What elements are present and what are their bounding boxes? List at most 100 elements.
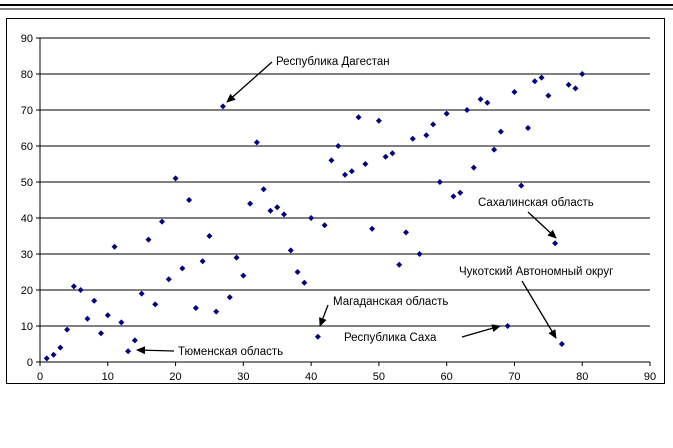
y-tick-label: 20: [21, 285, 33, 297]
data-point: [260, 186, 267, 193]
y-tick-label: 90: [21, 33, 33, 45]
data-point: [118, 319, 125, 326]
data-point: [579, 71, 586, 77]
data-point: [253, 139, 260, 146]
data-point: [165, 276, 172, 283]
y-tick-label: 80: [21, 69, 33, 81]
data-point: [287, 247, 294, 254]
data-point: [531, 78, 538, 85]
data-point: [43, 355, 50, 362]
y-tick-label: 40: [21, 213, 33, 225]
data-point: [104, 312, 111, 319]
x-tick-label: 90: [644, 371, 656, 383]
data-point: [511, 89, 518, 95]
data-point: [450, 193, 457, 200]
data-point: [572, 85, 579, 92]
data-point: [77, 287, 84, 293]
data-point: [301, 279, 308, 286]
data-point: [470, 164, 477, 171]
data-point: [199, 258, 206, 265]
data-point: [267, 207, 274, 214]
data-point: [240, 272, 247, 279]
data-point: [192, 305, 199, 311]
x-tick-label: 20: [169, 371, 181, 383]
data-point: [186, 197, 193, 203]
annotation-arrow: [226, 61, 273, 103]
y-tick-label: 70: [21, 105, 33, 117]
x-tick-label: 40: [305, 371, 317, 383]
data-point: [84, 315, 91, 322]
annotation-label: Республика Дагестан: [276, 56, 390, 68]
annotation-arrow: [136, 346, 175, 355]
y-tick-label: 10: [21, 321, 33, 333]
data-point: [491, 146, 498, 153]
data-point: [504, 323, 511, 329]
data-point: [518, 182, 525, 189]
data-point: [281, 211, 287, 218]
data-point: [423, 132, 430, 139]
data-point: [131, 337, 138, 344]
data-point: [369, 225, 376, 232]
data-point: [213, 308, 220, 315]
data-point: [403, 229, 409, 236]
annotations: Республика Дагестан Сахалинская область Чу…: [136, 56, 613, 358]
annotation-arrow: [461, 324, 501, 338]
data-point: [443, 110, 450, 117]
data-point: [91, 297, 98, 304]
data-point: [477, 96, 484, 103]
annotation-label: Республика Саха: [344, 332, 437, 344]
data-point: [172, 175, 179, 182]
gridlines: [40, 37, 650, 327]
annotation-arrow: [521, 280, 557, 339]
data-point: [362, 161, 369, 167]
data-point: [314, 333, 321, 340]
data-point: [98, 330, 104, 337]
y-tick-label: 50: [21, 177, 33, 189]
annotation-arrow: [527, 211, 557, 239]
data-point: [152, 301, 159, 308]
data-point: [497, 128, 504, 135]
y-tick-label: 60: [21, 141, 33, 153]
data-point: [179, 265, 186, 272]
x-tick-label: 60: [441, 371, 453, 383]
data-point: [396, 261, 403, 268]
data-point: [111, 243, 118, 250]
data-point: [206, 233, 213, 239]
data-point: [389, 150, 396, 157]
data-point: [464, 107, 470, 113]
x-tick-label: 0: [37, 371, 43, 383]
data-point: [355, 114, 362, 121]
data-point: [138, 290, 145, 297]
data-points: [43, 71, 586, 362]
x-tick-label: 30: [237, 371, 249, 383]
annotation-label: Магаданская область: [333, 296, 448, 308]
y-tick-label: 30: [21, 249, 33, 261]
data-point: [64, 326, 71, 333]
data-point: [226, 294, 233, 301]
data-point: [552, 240, 559, 247]
x-tick-label: 50: [373, 371, 385, 383]
y-tick-label: 0: [27, 357, 33, 369]
data-point: [436, 179, 443, 185]
data-point: [321, 222, 328, 229]
data-point: [538, 74, 545, 81]
x-tick-label: 70: [508, 371, 520, 383]
data-point: [430, 121, 437, 128]
data-point: [294, 269, 301, 275]
data-point: [57, 344, 64, 351]
data-point: [416, 251, 423, 257]
data-point: [335, 143, 342, 149]
data-point: [348, 168, 355, 175]
data-point: [125, 348, 132, 355]
data-point: [342, 171, 348, 178]
axes: [36, 37, 651, 366]
data-point: [545, 92, 552, 99]
data-point: [50, 351, 57, 358]
annotation-label: Сахалинская область: [478, 197, 594, 209]
data-point: [409, 135, 416, 142]
data-point: [565, 81, 572, 88]
data-point: [220, 103, 226, 110]
y-tick-labels: 0 10 20 30 40 50 60 70 80 90: [21, 33, 33, 369]
data-point: [375, 117, 382, 124]
